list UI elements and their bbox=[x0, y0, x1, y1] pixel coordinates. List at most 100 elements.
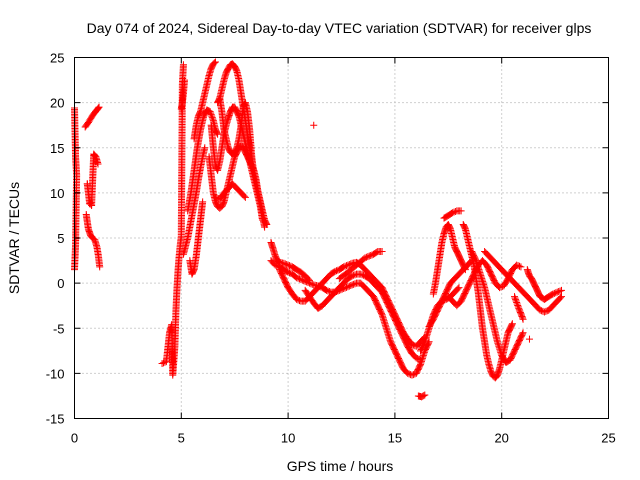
data-point bbox=[347, 260, 355, 268]
data-point bbox=[517, 263, 525, 271]
data-point bbox=[199, 198, 207, 206]
y-tick-label: 20 bbox=[50, 96, 64, 111]
series-s2 bbox=[81, 103, 103, 131]
data-point bbox=[325, 288, 333, 296]
data-point bbox=[412, 354, 420, 362]
data-point bbox=[542, 307, 550, 315]
data-point bbox=[536, 306, 544, 314]
series-s1 bbox=[71, 104, 81, 274]
y-tick-label: 25 bbox=[50, 51, 64, 66]
data-point bbox=[408, 371, 416, 379]
series-s20 bbox=[335, 248, 386, 283]
series-s27 bbox=[459, 220, 516, 382]
data-point bbox=[207, 111, 215, 119]
data-point bbox=[497, 283, 505, 291]
data-point bbox=[201, 144, 209, 152]
data-point bbox=[305, 279, 313, 287]
data-point bbox=[210, 59, 218, 67]
data-point bbox=[273, 262, 281, 270]
data-point bbox=[350, 280, 358, 288]
data-point bbox=[553, 288, 561, 296]
y-tick-label: 10 bbox=[50, 186, 64, 201]
data-point bbox=[404, 369, 412, 377]
data-point bbox=[263, 220, 271, 228]
data-point bbox=[556, 287, 564, 295]
data-point bbox=[347, 282, 355, 290]
data-point bbox=[208, 114, 216, 122]
data-point bbox=[294, 296, 302, 304]
data-point bbox=[240, 192, 248, 200]
data-point bbox=[558, 293, 566, 301]
data-point bbox=[496, 284, 504, 292]
data-point bbox=[308, 280, 316, 288]
series-s19 bbox=[301, 270, 425, 364]
data-point bbox=[512, 296, 520, 304]
y-tick-label: -10 bbox=[46, 366, 65, 381]
data-point bbox=[211, 58, 219, 66]
data-point bbox=[280, 259, 288, 267]
data-point bbox=[512, 297, 520, 305]
data-point bbox=[333, 267, 341, 275]
data-point bbox=[421, 391, 429, 399]
series-s15 bbox=[211, 180, 249, 203]
data-point bbox=[286, 269, 294, 277]
series-s21 bbox=[414, 391, 429, 401]
x-tick-label: 5 bbox=[178, 431, 185, 446]
data-point bbox=[206, 108, 214, 116]
series-s29 bbox=[481, 248, 566, 316]
data-point bbox=[415, 355, 423, 363]
y-tick-label: 15 bbox=[50, 141, 64, 156]
x-tick-label: 20 bbox=[494, 431, 508, 446]
data-point bbox=[451, 208, 459, 216]
data-point bbox=[344, 283, 352, 291]
data-point bbox=[549, 290, 557, 298]
series-s8 bbox=[186, 198, 207, 278]
x-tick-label: 0 bbox=[71, 431, 78, 446]
data-point bbox=[348, 281, 356, 289]
data-point bbox=[262, 219, 270, 227]
data-point bbox=[519, 329, 527, 337]
data-point bbox=[297, 276, 305, 284]
data-point bbox=[414, 355, 422, 363]
data-point bbox=[550, 289, 558, 297]
data-point bbox=[293, 295, 301, 303]
data-point bbox=[450, 208, 458, 216]
data-point bbox=[181, 76, 189, 84]
data-point bbox=[179, 61, 187, 69]
data-point bbox=[511, 294, 519, 302]
data-point bbox=[85, 200, 93, 208]
data-point bbox=[461, 266, 469, 274]
data-point bbox=[324, 287, 332, 295]
data-point bbox=[518, 330, 526, 338]
series-s31 bbox=[511, 293, 527, 323]
data-point bbox=[345, 260, 353, 268]
series-s30 bbox=[523, 266, 566, 303]
data-point bbox=[300, 277, 308, 285]
data-point bbox=[519, 314, 527, 322]
x-tick-label: 15 bbox=[388, 431, 402, 446]
data-point bbox=[364, 253, 372, 261]
data-point bbox=[331, 267, 339, 275]
data-point bbox=[454, 285, 462, 293]
data-point bbox=[294, 274, 302, 282]
data-point bbox=[281, 260, 289, 268]
series-s14 bbox=[216, 94, 271, 228]
data-point bbox=[514, 262, 522, 270]
data-point bbox=[283, 260, 291, 268]
data-point bbox=[358, 271, 366, 279]
data-point bbox=[457, 207, 465, 215]
data-point bbox=[558, 286, 566, 294]
series-s6 bbox=[177, 76, 189, 113]
data-point bbox=[555, 288, 563, 296]
data-point bbox=[344, 261, 352, 269]
data-point bbox=[94, 160, 102, 168]
x-tick-label: 10 bbox=[281, 431, 295, 446]
data-point bbox=[525, 335, 533, 343]
series-isolated bbox=[83, 121, 533, 343]
data-point bbox=[286, 262, 294, 270]
series-s9 bbox=[184, 106, 222, 215]
data-point bbox=[420, 392, 428, 400]
x-tick-label: 25 bbox=[601, 431, 615, 446]
series-s24 bbox=[429, 220, 469, 298]
data-point bbox=[351, 280, 359, 288]
